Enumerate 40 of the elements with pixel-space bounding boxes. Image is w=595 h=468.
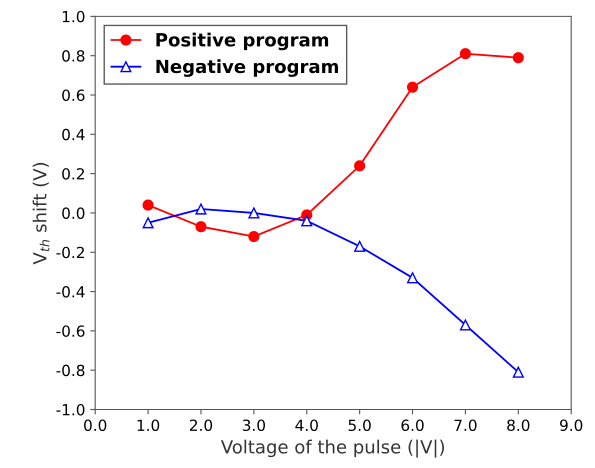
x-tick-label: 5.0	[348, 419, 371, 432]
x-tick-label: 9.0	[560, 419, 582, 432]
point	[354, 160, 366, 172]
x-tick-label: 8.0	[507, 419, 530, 432]
point	[354, 240, 366, 252]
x-tick-label: 4.0	[295, 419, 318, 432]
x-tick-label: 2.0	[190, 419, 212, 432]
y-axis-title: V$_{th}$ shift (V)	[32, 162, 50, 264]
x-tick-label: 6.0	[401, 419, 424, 432]
y-tick-label: -0.4	[56, 286, 85, 298]
point	[460, 48, 471, 60]
point	[406, 272, 418, 284]
legend-label: Positive program	[156, 32, 328, 50]
point	[406, 82, 418, 93]
y-tick-label: 0.8	[62, 50, 84, 62]
point	[142, 217, 154, 228]
point	[195, 221, 207, 232]
point	[512, 366, 524, 378]
y-tick-label: -0.6	[56, 325, 85, 337]
x-tick-label: 7.0	[454, 419, 477, 432]
point	[301, 215, 312, 226]
x-tick-label: 0.0	[84, 419, 106, 432]
point	[195, 203, 207, 215]
x-tick-label: 3.0	[242, 419, 265, 432]
point	[460, 319, 471, 331]
y-tick-label: 0.6	[62, 89, 85, 102]
point	[248, 230, 260, 242]
y-tick-label: -0.2	[56, 246, 84, 258]
legend-label: Negative program	[156, 59, 338, 77]
y-tick-label: 1.0	[62, 10, 84, 22]
point	[142, 200, 154, 211]
y-tick-label: 0.0	[62, 207, 84, 219]
x-axis-title: Voltage of the pulse (|V|)	[220, 440, 444, 458]
y-tick-label: -1.0	[56, 404, 84, 416]
point	[512, 52, 524, 64]
y-tick-label: -0.8	[56, 364, 84, 376]
y-tick-label: 0.2	[62, 168, 84, 180]
x-tick-label: 1.0	[138, 419, 160, 432]
y-tick-label: 0.4	[62, 128, 85, 140]
point	[248, 207, 260, 218]
